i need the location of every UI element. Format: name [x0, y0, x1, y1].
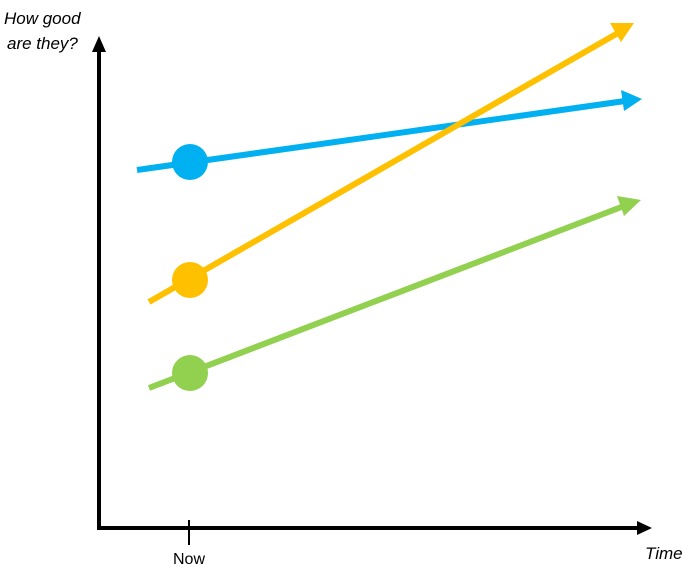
- y-axis-arrowhead: [92, 36, 106, 52]
- orange-line-arrowhead: [610, 23, 634, 42]
- y-axis-label-line-1: How good: [4, 9, 81, 28]
- green-line: [147, 203, 626, 391]
- orange-now-dot: [172, 262, 208, 298]
- x-axis-label: Time: [645, 544, 683, 563]
- now-tick-label: Now: [173, 551, 205, 568]
- x-axis-arrowhead: [637, 521, 652, 535]
- blue-line: [136, 98, 626, 173]
- green-now-dot: [172, 355, 208, 391]
- blue-line-arrowhead: [621, 90, 642, 111]
- blue-now-dot: [172, 144, 208, 180]
- y-axis-label-line-2: are they?: [7, 34, 78, 53]
- green-line-arrowhead: [617, 196, 641, 216]
- y-axis-label: How good are they?: [4, 9, 85, 53]
- orange-line: [147, 30, 620, 305]
